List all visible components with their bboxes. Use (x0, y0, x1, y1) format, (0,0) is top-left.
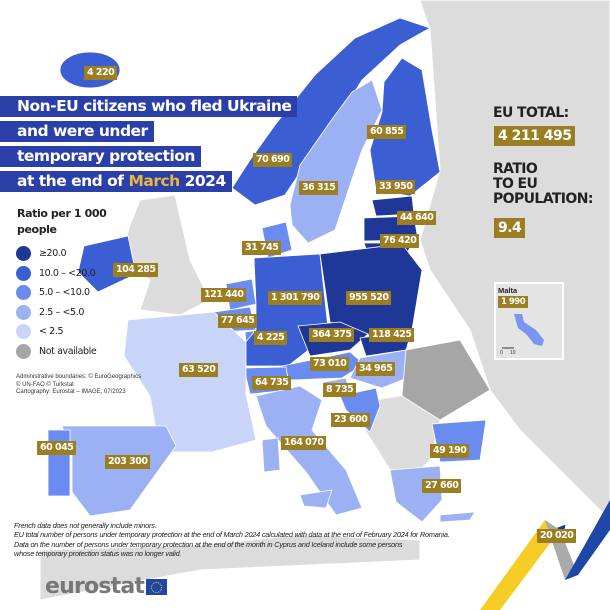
value-label-fr: 63 520 (179, 363, 219, 377)
legend-item: 5.0 – <10.0 (16, 285, 90, 300)
country-el (389, 465, 443, 523)
legend-item: < 2.5 (16, 324, 63, 339)
credit-line: Cartography: Eurostat – IMAGE, 07/2023 (16, 389, 126, 395)
legend-label: 10.0 – <20.0 (39, 267, 96, 279)
legend-item: ≥20.0 (16, 246, 67, 261)
value-label-no: 70 690 (253, 153, 293, 167)
footnotes: French data does not generally include m… (14, 521, 450, 558)
ratio-label-2: TO EU (493, 176, 538, 192)
country-pt (47, 429, 71, 497)
eurostat-ribbon (480, 500, 610, 610)
legend-item: 2.5 – <5.0 (16, 304, 84, 320)
scale-10: 10 (510, 350, 516, 356)
footnote: French data does not generally include m… (14, 521, 157, 530)
legend-swatch (16, 285, 31, 300)
value-label-de: 1 301 790 (268, 291, 323, 305)
malta-island (502, 314, 544, 349)
legend-item: 10.0 – <20.0 (16, 265, 96, 281)
title-highlight: March (128, 172, 180, 190)
ratio-value: 9.4 (494, 218, 526, 238)
value-label-it: 164 070 (281, 436, 327, 450)
value-label-cz: 364 375 (309, 328, 355, 342)
footnote: EU total number of persons under tempora… (14, 530, 450, 540)
north-africa (39, 534, 421, 601)
title-text: 2024 (179, 172, 227, 190)
legend-swatch (16, 324, 31, 339)
country-it (261, 437, 281, 473)
malta-inset: Malta 1 990 0 10 (494, 282, 564, 360)
value-label-lv: 44 640 (397, 211, 437, 225)
value-label-is: 4 220 (84, 66, 118, 80)
value-label-si: 8 735 (323, 383, 357, 397)
credits: Administrative boundaries: © EuroGeograp… (16, 374, 141, 397)
value-label-lt: 76 420 (380, 234, 420, 248)
legend-label: 5.0 – <10.0 (39, 287, 90, 298)
value-label-cy: 20 020 (537, 529, 577, 543)
ratio-label-1: RATIO (493, 161, 538, 177)
value-label-el: 27 660 (422, 479, 462, 493)
value-label-bg: 49 190 (430, 444, 470, 458)
legend-item: Not available (16, 343, 97, 359)
legend-label: < 2.5 (39, 326, 64, 337)
logo-text: eurostat (45, 574, 145, 599)
legend-title: Ratio per 1 000 people (17, 207, 107, 236)
credit-line: © UN-FAO © Turkstat (16, 381, 74, 388)
footnote: whose temporary protection status was no… (14, 548, 182, 558)
country-es (61, 425, 177, 517)
title-line-1: Non-EU citizens who fled Ukraine (0, 96, 298, 117)
legend-swatch (16, 265, 31, 281)
ratio-label-3: POPULATION: (493, 191, 593, 207)
title-line-3: temporary protection (0, 146, 201, 167)
value-label-es: 203 300 (105, 455, 151, 469)
title-text: at the end of (17, 172, 129, 190)
value-label-pt: 60 045 (37, 441, 77, 455)
legend-label: Not available (39, 345, 97, 357)
country-it (299, 489, 333, 509)
value-label-hu: 34 965 (356, 362, 396, 376)
malta-name: Malta (498, 286, 518, 295)
eu-flag-icon (146, 578, 168, 595)
value-label-pl: 955 520 (346, 291, 392, 305)
scale-0: 0 (500, 350, 503, 356)
value-label-se: 36 315 (299, 181, 339, 195)
value-label-dk: 31 745 (242, 241, 282, 255)
legend-swatch (16, 343, 31, 359)
value-label-at: 73 010 (310, 357, 350, 371)
value-label-nl: 121 440 (201, 288, 247, 302)
united-kingdom (119, 194, 211, 316)
footnote: Data on the number of persons under temp… (14, 539, 403, 549)
country-el (439, 511, 476, 523)
legend-label: ≥20.0 (39, 248, 67, 259)
value-label-ie: 104 285 (113, 263, 159, 277)
title-line-2: and were under (0, 121, 154, 142)
value-label-lu: 4 225 (254, 331, 288, 345)
credit-line: Administrative boundaries: © EuroGeograp… (16, 374, 142, 380)
eurostat-logo: eurostat (45, 574, 168, 599)
legend-label: 2.5 – <5.0 (39, 306, 84, 318)
eu-total-value: 4 211 495 (494, 126, 576, 146)
legend-swatch (16, 304, 31, 320)
value-label-fi: 60 855 (367, 125, 407, 139)
value-label-hr: 23 600 (331, 413, 371, 427)
value-label-ee: 33 950 (376, 180, 416, 194)
country-ie (77, 235, 137, 293)
country-ro (401, 339, 491, 421)
value-label-sk: 118 425 (369, 328, 415, 342)
value-label-ch: 64 735 (252, 376, 292, 390)
legend-swatch (16, 246, 31, 261)
eu-total-label: EU TOTAL: (493, 105, 569, 121)
title-line-4: at the end of March 2024 (0, 171, 232, 192)
malta-value: 1 990 (498, 296, 529, 308)
value-label-be: 77 645 (218, 314, 258, 328)
